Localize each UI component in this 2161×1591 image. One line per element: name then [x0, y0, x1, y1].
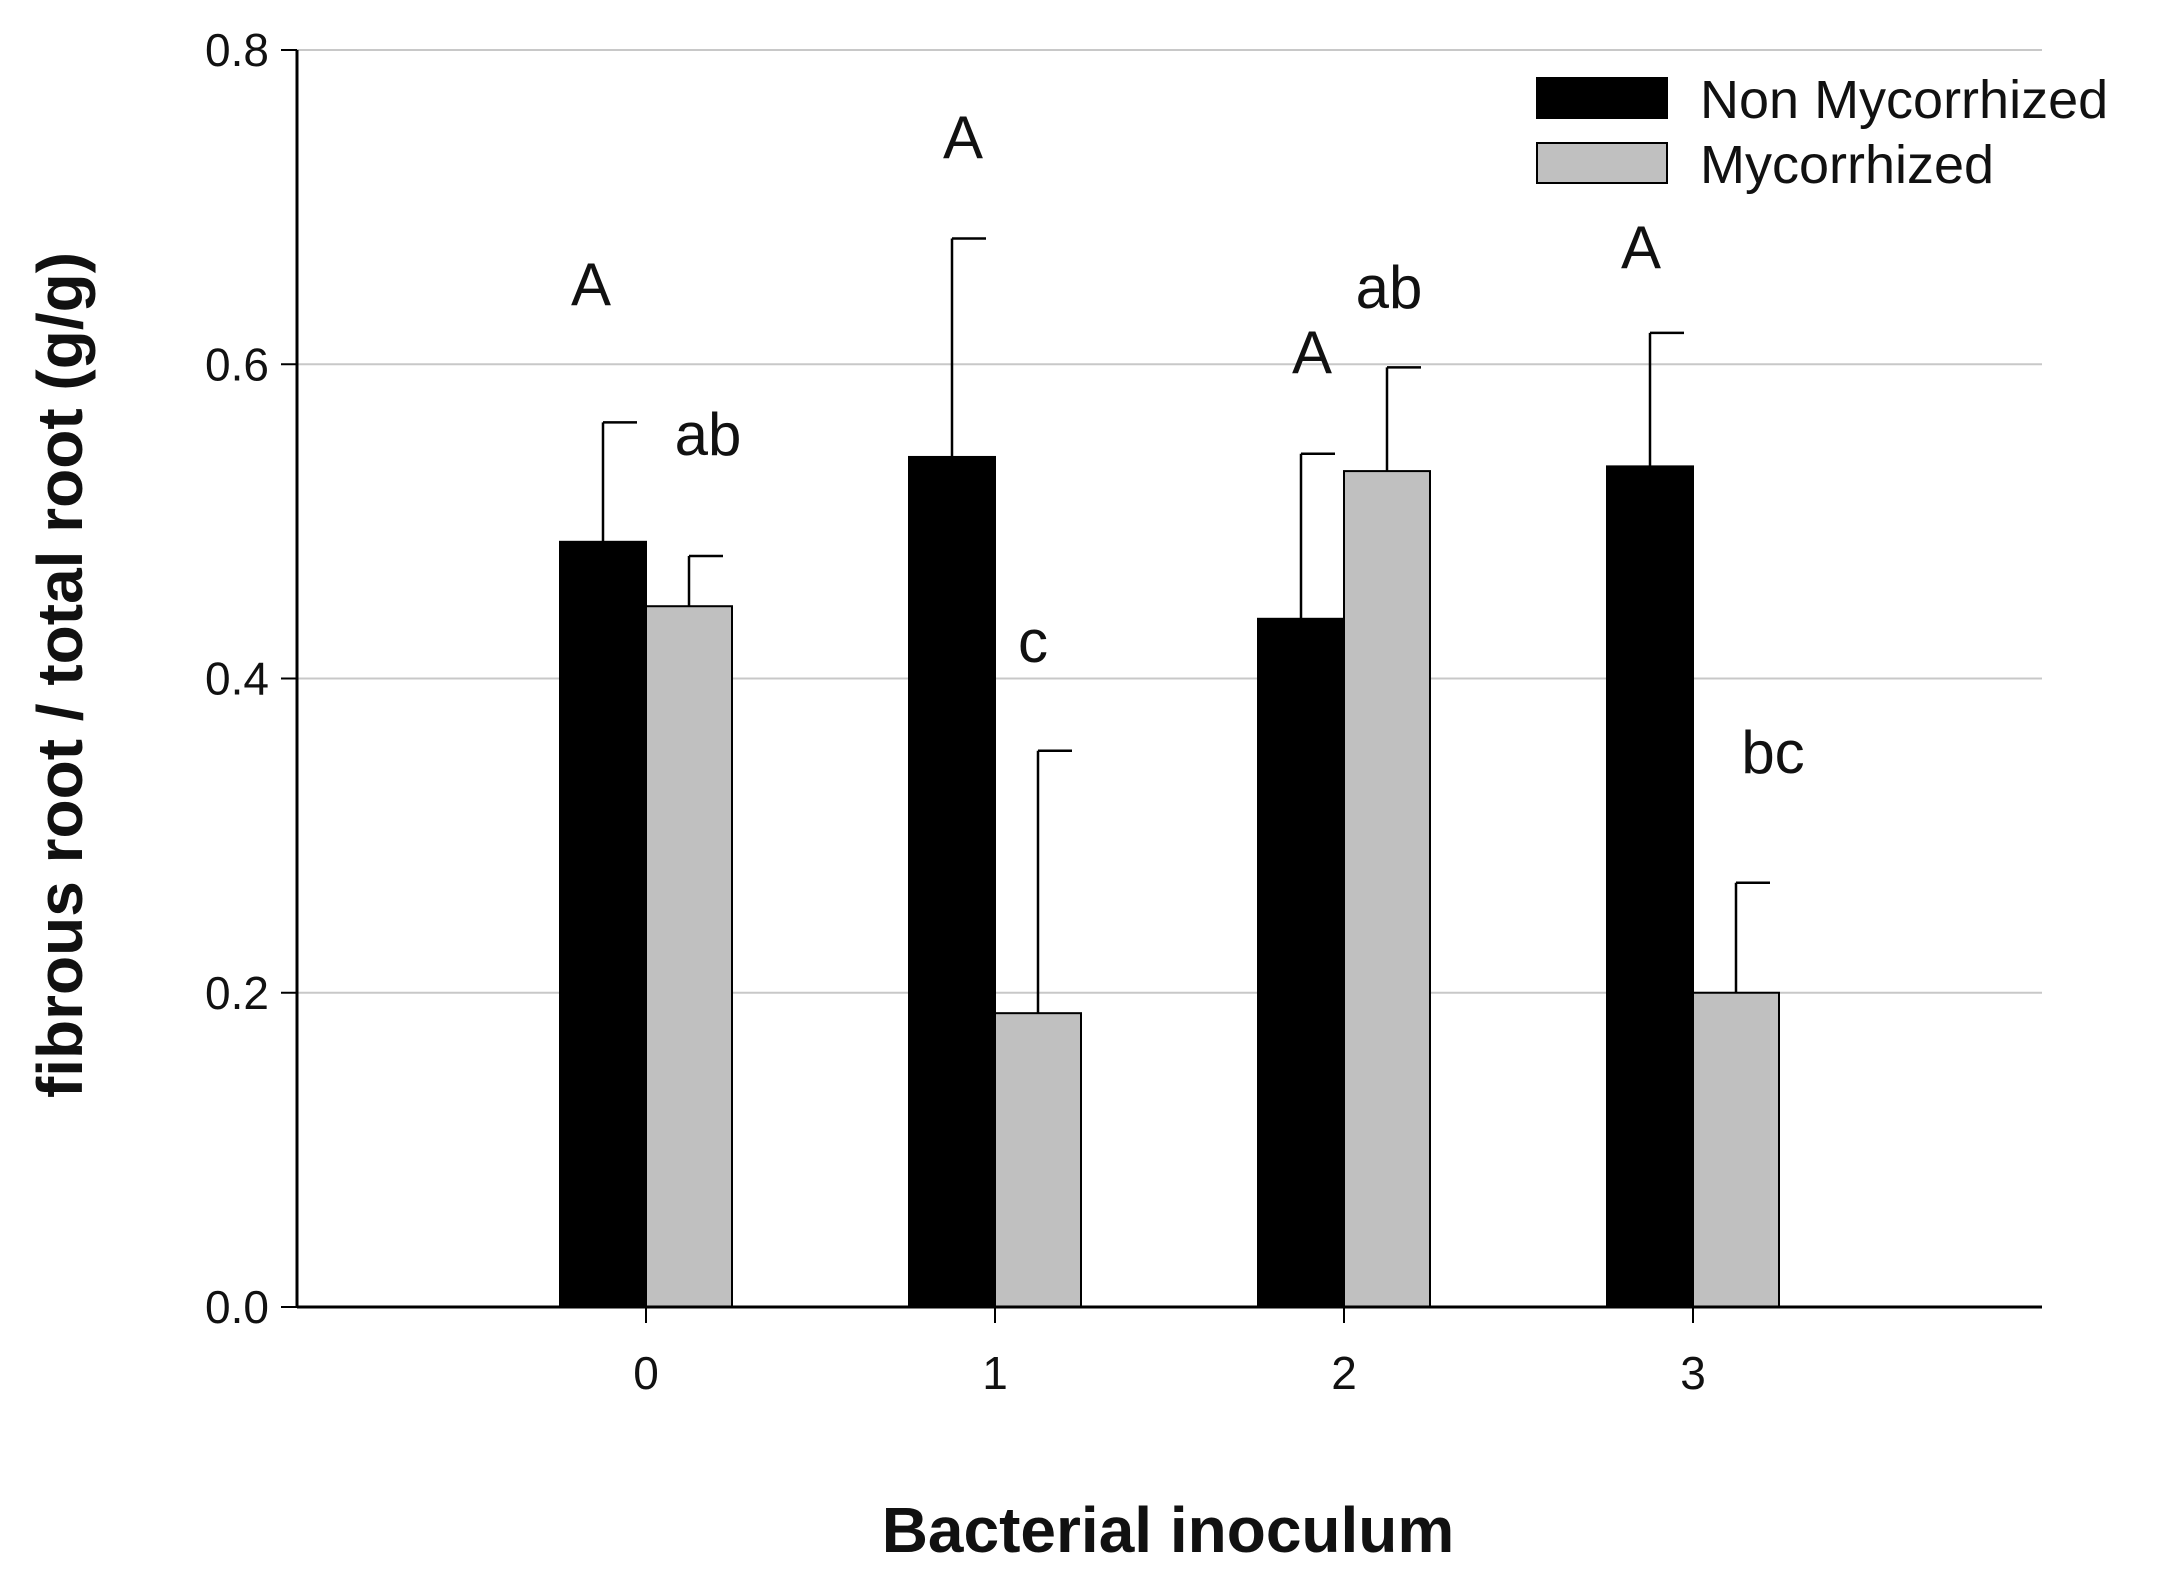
legend-swatch-non-mycorrhized: [1536, 77, 1668, 119]
significance-label-non-mycorrhized-3: A: [1621, 214, 1661, 281]
significance-label-mycorrhized-2: ab: [1356, 254, 1423, 321]
significance-label-non-mycorrhized-2: A: [1292, 319, 1332, 386]
significance-label-mycorrhized-1: c: [1018, 608, 1048, 675]
legend: Non Mycorrhized Mycorrhized: [1536, 70, 2108, 195]
significance-labels: A A A Aab c ab bc: [571, 104, 1805, 786]
significance-label-non-mycorrhized-1: A: [943, 104, 983, 171]
x-axis-title: Bacterial inoculum: [882, 1494, 1455, 1566]
bar-non-mycorrhized-1: [908, 455, 996, 1308]
x-tick-label-1: 1: [982, 1347, 1008, 1399]
y-tick-label-3: 0.6: [205, 338, 269, 390]
bar-non-mycorrhized-3: [1606, 465, 1694, 1309]
significance-label-mycorrhized-0: ab: [675, 401, 742, 468]
bar-non-mycorrhized-0: [559, 540, 647, 1308]
bar-non-mycorrhized-2: [1257, 617, 1345, 1308]
bar-mycorrhized-2: [1343, 470, 1431, 1309]
y-axis-title: fibrous root / total root (g/g): [24, 252, 96, 1098]
axes: 0.0 0.2 0.4 0.6 0.8 0 1 2 3: [205, 24, 2042, 1399]
bar-mycorrhized-1: [994, 1012, 1082, 1309]
bar-mycorrhized-3: [1692, 991, 1780, 1308]
x-tick-label-2: 2: [1331, 1347, 1357, 1399]
bar-mycorrhized-0: [645, 605, 733, 1308]
x-tick-label-3: 3: [1680, 1347, 1706, 1399]
y-tick-label-0: 0.0: [205, 1281, 269, 1333]
significance-label-non-mycorrhized-0: A: [571, 251, 611, 318]
bars: [559, 237, 1780, 1309]
significance-label-mycorrhized-3: bc: [1741, 719, 1804, 786]
y-tick-label-1: 0.2: [205, 967, 269, 1019]
legend-swatch-mycorrhized: [1536, 142, 1668, 184]
y-tick-label-2: 0.4: [205, 653, 269, 705]
legend-label-mycorrhized: Mycorrhized: [1700, 135, 1994, 195]
x-tick-label-0: 0: [633, 1347, 659, 1399]
legend-label-non-mycorrhized: Non Mycorrhized: [1700, 70, 2108, 130]
y-tick-label-4: 0.8: [205, 24, 269, 76]
